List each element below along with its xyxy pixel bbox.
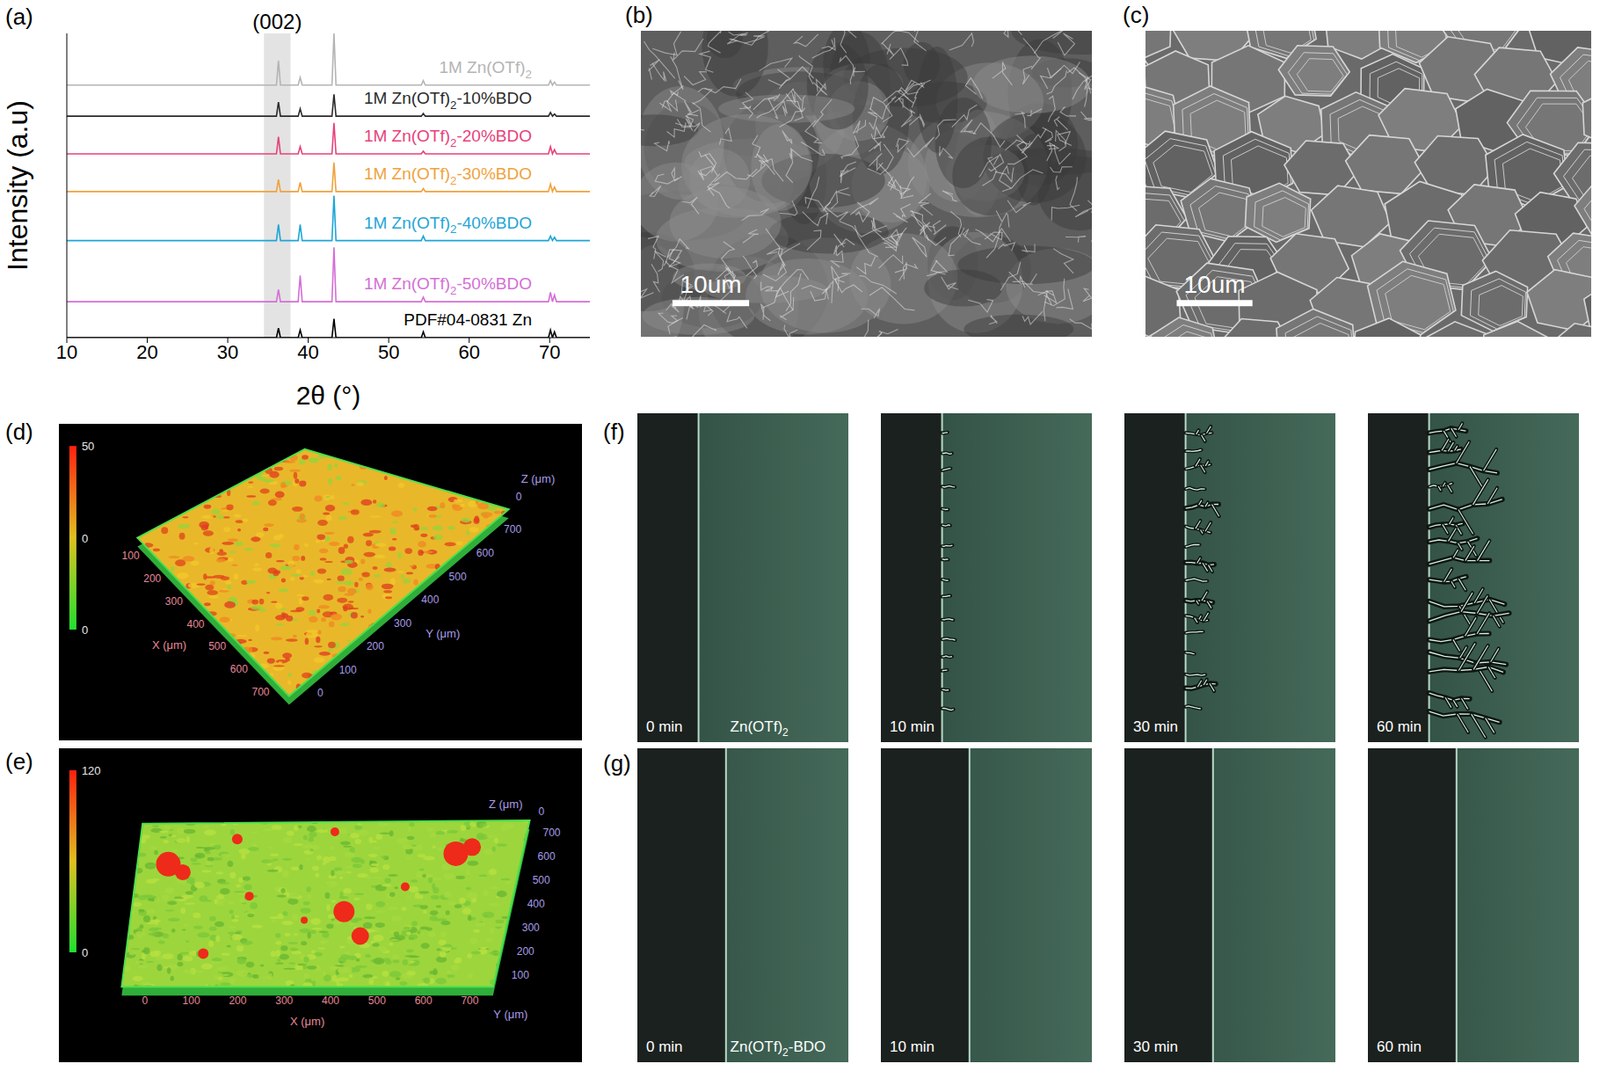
svg-text:1M Zn(OTf)2: 1M Zn(OTf)2	[438, 58, 532, 81]
svg-text:100: 100	[511, 968, 530, 982]
svg-text:60 min: 60 min	[1376, 1038, 1422, 1055]
svg-text:Zn(OTf)2-BDO: Zn(OTf)2-BDO	[730, 1038, 827, 1059]
svg-text:500: 500	[532, 873, 551, 887]
svg-text:0 min: 0 min	[646, 718, 684, 735]
svg-text:500: 500	[368, 994, 386, 1007]
svg-text:Y (μm): Y (μm)	[425, 626, 460, 640]
html-text:(a): (a)	[5, 3, 34, 30]
svg-text:300: 300	[275, 994, 293, 1007]
svg-text:700: 700	[543, 826, 561, 839]
svg-text:400: 400	[321, 994, 340, 1007]
svg-text:30: 30	[217, 341, 239, 364]
svg-text:10um: 10um	[1184, 270, 1246, 299]
svg-text:0 min: 0 min	[646, 1038, 684, 1055]
svg-text:0: 0	[317, 686, 324, 699]
svg-text:100: 100	[182, 994, 201, 1007]
svg-text:20: 20	[136, 341, 158, 364]
svg-text:1M Zn(OTf)2-20%BDO: 1M Zn(OTf)2-20%BDO	[363, 126, 532, 150]
svg-text:200: 200	[516, 945, 535, 958]
svg-text:600: 600	[230, 662, 248, 676]
svg-text:400: 400	[527, 897, 546, 910]
svg-text:300: 300	[393, 617, 412, 630]
svg-text:30 min: 30 min	[1133, 1038, 1179, 1055]
svg-text:0: 0	[81, 623, 88, 637]
svg-text:10um: 10um	[679, 270, 742, 299]
svg-text:600: 600	[538, 850, 556, 863]
svg-text:50: 50	[81, 439, 95, 453]
svg-text:1M Zn(OTf)2-30%BDO: 1M Zn(OTf)2-30%BDO	[363, 164, 532, 188]
svg-text:0: 0	[81, 531, 88, 546]
svg-text:30 min: 30 min	[1133, 718, 1179, 735]
svg-text:1M Zn(OTf)2-10%BDO: 1M Zn(OTf)2-10%BDO	[363, 88, 532, 112]
svg-text:0: 0	[81, 945, 88, 960]
svg-text:500: 500	[208, 640, 226, 653]
svg-text:200: 200	[143, 572, 161, 585]
svg-text:300: 300	[165, 595, 183, 608]
svg-text:300: 300	[522, 921, 540, 934]
html-text:(c): (c)	[1122, 1, 1150, 29]
svg-text:500: 500	[449, 570, 467, 583]
svg-text:0: 0	[141, 994, 148, 1007]
svg-text:Y (μm): Y (μm)	[493, 1007, 528, 1021]
svg-text:400: 400	[187, 618, 205, 631]
svg-text:10 min: 10 min	[889, 718, 935, 735]
svg-text:100: 100	[122, 549, 140, 562]
svg-text:400: 400	[421, 593, 439, 606]
svg-text:700: 700	[251, 685, 270, 699]
svg-text:200: 200	[366, 640, 385, 653]
svg-text:600: 600	[476, 546, 495, 560]
svg-text:(002): (002)	[252, 9, 302, 34]
svg-text:10 min: 10 min	[889, 1038, 935, 1055]
svg-text:PDF#04-0831 Zn: PDF#04-0831 Zn	[403, 310, 532, 329]
svg-text:60: 60	[458, 341, 480, 364]
html-text:(e): (e)	[5, 748, 34, 775]
svg-text:700: 700	[503, 523, 522, 536]
svg-text:X (μm): X (μm)	[290, 1014, 325, 1028]
svg-text:200: 200	[228, 994, 247, 1007]
svg-text:Z (μm): Z (μm)	[488, 797, 524, 811]
html-text:(b): (b)	[625, 1, 654, 29]
svg-text:0: 0	[516, 490, 523, 503]
svg-text:X (μm): X (μm)	[152, 638, 187, 652]
html-text:(d): (d)	[5, 418, 34, 445]
svg-text:40: 40	[297, 341, 319, 364]
svg-text:70: 70	[538, 341, 560, 364]
svg-text:Zn(OTf)2: Zn(OTf)2	[730, 718, 790, 739]
svg-text:1M Zn(OTf)2-40%BDO: 1M Zn(OTf)2-40%BDO	[363, 213, 532, 237]
svg-text:60 min: 60 min	[1376, 718, 1422, 735]
svg-text:120: 120	[81, 763, 102, 778]
svg-text:700: 700	[460, 994, 479, 1007]
svg-text:50: 50	[378, 341, 400, 364]
svg-text:Z (μm): Z (μm)	[521, 472, 556, 486]
svg-text:600: 600	[414, 994, 433, 1007]
svg-text:100: 100	[339, 663, 357, 677]
svg-text:10: 10	[56, 341, 78, 364]
html-text:(g): (g)	[603, 749, 632, 777]
svg-text:1M Zn(OTf)2-50%BDO: 1M Zn(OTf)2-50%BDO	[363, 274, 532, 298]
svg-text:2θ (°): 2θ (°)	[296, 380, 362, 410]
svg-text:Intensity (a.u): Intensity (a.u)	[1, 100, 34, 271]
html-text:(f): (f)	[603, 418, 625, 445]
svg-text:0: 0	[538, 805, 546, 818]
